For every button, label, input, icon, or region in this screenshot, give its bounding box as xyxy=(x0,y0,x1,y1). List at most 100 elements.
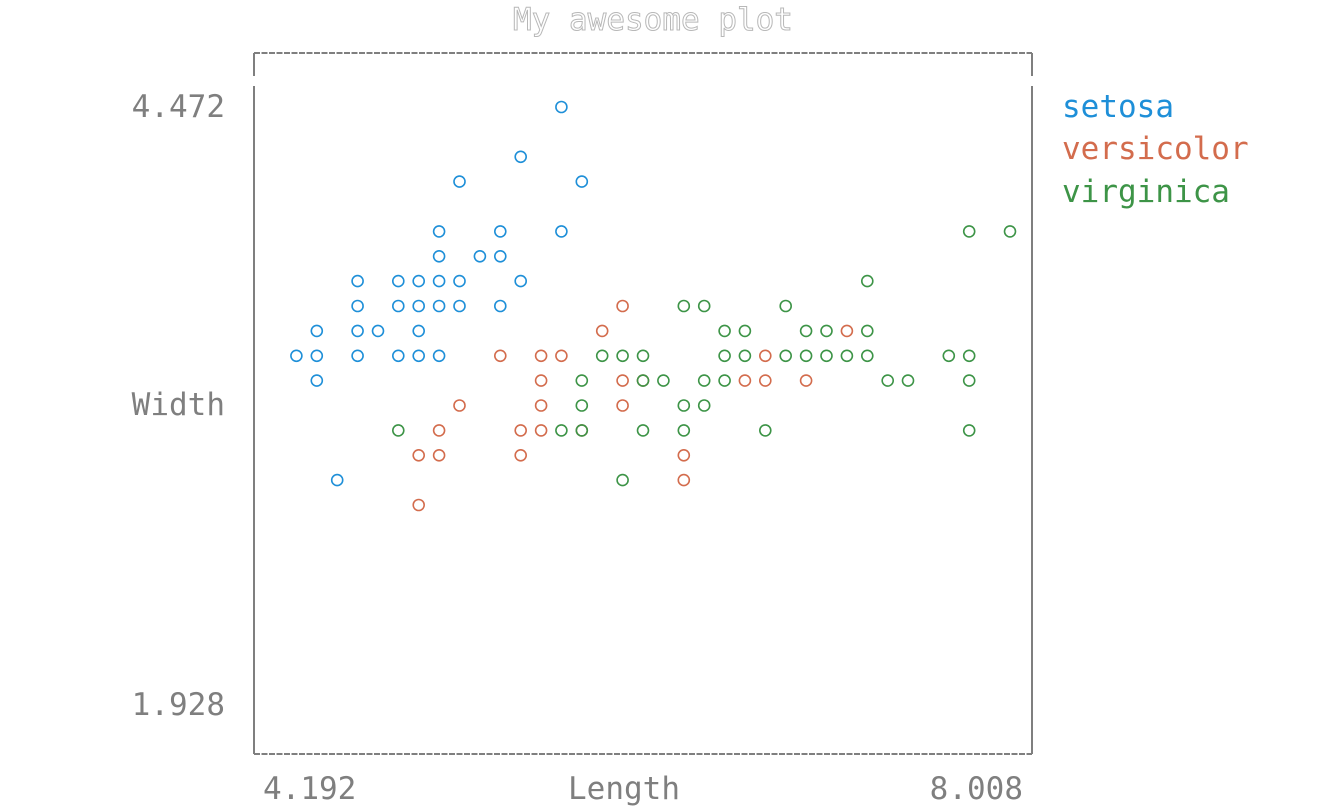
point-virginica-32 xyxy=(677,399,691,412)
point-virginica-40 xyxy=(962,424,976,437)
point-setosa-24 xyxy=(371,324,385,338)
point-setosa-33 xyxy=(330,473,344,487)
point-versicolor-4 xyxy=(534,349,548,363)
point-virginica-21 xyxy=(942,349,956,363)
point-virginica-3 xyxy=(677,299,691,313)
point-versicolor-16 xyxy=(432,424,446,437)
point-versicolor-11 xyxy=(758,374,772,387)
point-virginica-15 xyxy=(738,349,752,363)
point-setosa-15 xyxy=(514,274,528,288)
chart-title: My awesome plot xyxy=(513,2,793,38)
point-virginica-6 xyxy=(718,324,731,338)
point-versicolor-7 xyxy=(534,374,548,387)
point-virginica-17 xyxy=(799,349,813,363)
point-versicolor-17 xyxy=(514,424,528,437)
legend-entry-setosa: setosa xyxy=(1062,89,1174,125)
point-versicolor-23 xyxy=(677,448,691,462)
point-setosa-26 xyxy=(290,349,303,363)
point-virginica-29 xyxy=(901,374,915,387)
point-setosa-29 xyxy=(391,349,405,363)
x-tick-label-max: 8.008 xyxy=(930,771,1023,807)
point-setosa-2 xyxy=(453,175,466,188)
point-virginica-4 xyxy=(697,299,711,313)
x-axis-label: Length xyxy=(568,771,680,807)
point-virginica-7 xyxy=(738,324,752,338)
point-virginica-25 xyxy=(657,374,670,387)
point-virginica-34 xyxy=(391,424,405,437)
point-virginica-23 xyxy=(575,374,589,387)
point-setosa-8 xyxy=(473,249,487,263)
y-tick-label-max: 4.472 xyxy=(132,89,225,125)
point-versicolor-21 xyxy=(432,448,446,462)
point-versicolor-5 xyxy=(555,349,568,363)
point-setosa-11 xyxy=(391,274,405,288)
point-virginica-27 xyxy=(718,374,731,387)
point-virginica-1 xyxy=(1003,225,1017,238)
legend: setosa versicolor virginica xyxy=(1062,89,1249,210)
point-setosa-10 xyxy=(351,274,364,288)
point-virginica-11 xyxy=(595,349,609,363)
point-virginica-35 xyxy=(555,424,568,437)
y-tick-label-min: 1.928 xyxy=(132,687,225,723)
point-versicolor-15 xyxy=(616,399,629,412)
y-axis-label: Width xyxy=(132,387,225,423)
point-virginica-38 xyxy=(677,424,691,437)
point-versicolor-1 xyxy=(595,324,609,338)
data-points xyxy=(290,100,1017,512)
point-virginica-8 xyxy=(799,324,813,338)
point-virginica-0 xyxy=(962,225,976,238)
plot-frame xyxy=(253,52,1033,755)
point-virginica-2 xyxy=(860,274,874,288)
point-setosa-32 xyxy=(310,374,324,387)
point-setosa-21 xyxy=(493,299,507,313)
point-versicolor-3 xyxy=(493,349,507,363)
point-versicolor-0 xyxy=(616,299,629,313)
point-setosa-14 xyxy=(453,274,466,288)
point-setosa-4 xyxy=(432,225,446,238)
point-setosa-28 xyxy=(351,349,364,363)
legend-entry-virginica: virginica xyxy=(1062,174,1230,210)
point-setosa-17 xyxy=(391,299,405,313)
legend-entry-versicolor: versicolor xyxy=(1062,131,1249,167)
point-setosa-30 xyxy=(412,349,426,363)
point-virginica-22 xyxy=(962,349,976,363)
point-setosa-25 xyxy=(412,324,426,338)
point-virginica-12 xyxy=(616,349,629,363)
x-tick-label-min: 4.192 xyxy=(263,771,356,807)
point-setosa-22 xyxy=(310,324,324,338)
point-virginica-18 xyxy=(820,349,833,363)
point-setosa-9 xyxy=(493,249,507,263)
point-setosa-18 xyxy=(412,299,426,313)
point-versicolor-6 xyxy=(758,349,772,363)
point-virginica-41 xyxy=(616,473,629,487)
point-virginica-30 xyxy=(962,374,976,387)
point-versicolor-10 xyxy=(738,374,752,387)
point-setosa-23 xyxy=(351,324,364,338)
point-setosa-1 xyxy=(514,150,528,164)
point-virginica-5 xyxy=(779,299,793,313)
point-virginica-13 xyxy=(636,349,650,363)
point-virginica-31 xyxy=(575,399,589,412)
point-setosa-6 xyxy=(555,225,568,238)
point-versicolor-8 xyxy=(616,374,629,387)
point-versicolor-22 xyxy=(514,448,528,462)
point-setosa-16 xyxy=(351,299,364,313)
point-versicolor-20 xyxy=(412,448,426,462)
point-setosa-5 xyxy=(493,225,507,238)
point-setosa-13 xyxy=(432,274,446,288)
point-virginica-10 xyxy=(860,324,874,338)
point-virginica-36 xyxy=(575,424,589,437)
point-setosa-12 xyxy=(412,274,426,288)
point-virginica-37 xyxy=(636,424,650,437)
point-versicolor-2 xyxy=(840,324,854,338)
point-virginica-26 xyxy=(697,374,711,387)
point-setosa-27 xyxy=(310,349,324,363)
point-virginica-9 xyxy=(820,324,833,338)
point-versicolor-25 xyxy=(412,498,426,512)
point-versicolor-18 xyxy=(534,424,548,437)
point-versicolor-12 xyxy=(799,374,813,387)
point-virginica-19 xyxy=(840,349,854,363)
point-setosa-7 xyxy=(432,249,446,263)
point-versicolor-14 xyxy=(534,399,548,412)
point-setosa-31 xyxy=(432,349,446,363)
